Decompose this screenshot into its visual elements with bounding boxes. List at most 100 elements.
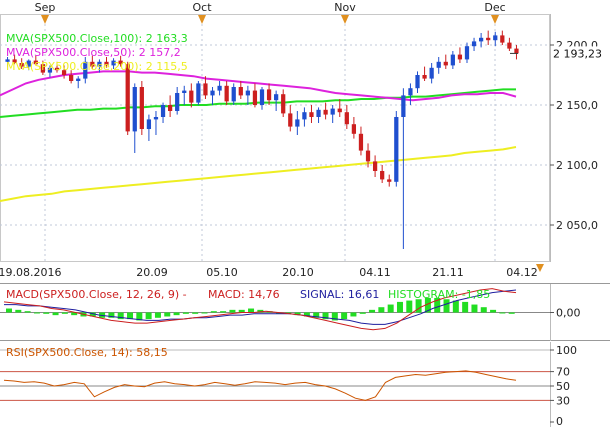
histogram-bar xyxy=(303,312,310,317)
histogram-bar xyxy=(359,312,366,314)
macd-legend-entry: MACD(SPX500.Close, 12, 26, 9) - xyxy=(6,288,187,301)
candle-down xyxy=(125,64,130,132)
histogram-bar xyxy=(220,311,227,313)
ma-legend-entry: MVA(SPX500.Close,200): 2 115,5 xyxy=(6,60,188,73)
candle-down xyxy=(104,61,109,66)
candle-down xyxy=(266,89,272,101)
histogram-bar xyxy=(6,308,12,313)
price-legend: MVA(SPX500.Close,100): 2 163,3 MVA(SPX500… xyxy=(6,32,188,73)
price-tick-label: 2 150,0 xyxy=(556,99,598,112)
histogram-bar xyxy=(508,312,515,314)
date-tick-label: 19.08.2016 xyxy=(0,266,61,279)
candle-up xyxy=(302,112,307,120)
histogram-bar xyxy=(294,312,301,316)
date-tick-label: 04.12 xyxy=(506,266,538,279)
histogram-bar xyxy=(322,312,329,320)
candle-down xyxy=(238,87,243,96)
histogram-bar xyxy=(369,309,376,313)
price-y-axis: 2 200,02 150,02 100,02 050,02 193,23 xyxy=(510,39,609,232)
histogram-bar xyxy=(396,301,403,313)
histogram-bar xyxy=(313,312,320,318)
last-price-box xyxy=(551,46,609,61)
histogram-bar xyxy=(443,299,450,313)
candle-up xyxy=(153,117,159,120)
date-tick-label: 04.11 xyxy=(359,266,391,279)
ma-legend-entry: MVA(SPX500.Close,100): 2 163,3 xyxy=(6,32,188,45)
candle-up xyxy=(146,119,152,129)
candle-up xyxy=(471,41,477,47)
histogram-bar xyxy=(117,312,124,320)
candle-up xyxy=(493,35,498,41)
histogram-bar xyxy=(33,312,40,314)
candle-down xyxy=(358,133,364,151)
candle-down xyxy=(224,85,229,102)
rsi-legend-entry: RSI(SPX500.Close, 14): 58,15 xyxy=(6,346,168,359)
histogram-bar xyxy=(350,312,357,317)
candle-down xyxy=(380,171,385,180)
candle-down xyxy=(337,108,342,113)
candle-down xyxy=(351,124,357,134)
rsi-tick-label: 0 xyxy=(556,415,563,427)
candle-down xyxy=(118,60,123,65)
candle-up xyxy=(436,61,441,68)
candle-up xyxy=(274,94,279,101)
candle-up xyxy=(111,60,116,66)
month-label: Sep xyxy=(35,1,56,14)
macd-legend-entry: SIGNAL: 16,61 xyxy=(300,288,379,301)
histogram-bar xyxy=(415,299,422,313)
candle-up xyxy=(26,60,31,67)
candle-up xyxy=(259,89,265,105)
candle-down xyxy=(19,63,24,67)
candle-down xyxy=(40,64,45,73)
date-x-axis: 19.08.2016 20.09 05.10 20.10 04.11 21.11 04.12 xyxy=(0,264,544,279)
rsi-tick-label: 50 xyxy=(556,380,570,393)
candle-down xyxy=(514,48,519,54)
candle-up xyxy=(231,87,236,102)
candle-up xyxy=(132,87,137,132)
histogram-bar xyxy=(145,312,152,320)
rsi-line xyxy=(3,370,517,401)
histogram-bar xyxy=(52,312,59,316)
histogram-bar xyxy=(154,312,161,318)
candle-up xyxy=(196,83,201,103)
histogram-bar xyxy=(452,300,459,313)
candle-down xyxy=(387,179,392,182)
month-labels: Sep Oct Nov Dec xyxy=(35,1,506,24)
histogram-bar xyxy=(108,312,115,318)
histogram-bar xyxy=(434,297,441,313)
histogram-bar xyxy=(341,312,348,320)
candle-up xyxy=(210,90,215,96)
histogram-bar xyxy=(378,307,385,313)
date-tick-label: 21.11 xyxy=(432,266,464,279)
date-tick-label: 20.09 xyxy=(136,266,168,279)
histogram-bar xyxy=(238,309,245,313)
candle-up xyxy=(160,105,166,117)
histogram-bar xyxy=(136,312,143,321)
rsi-tick-label: 70 xyxy=(556,366,570,379)
candle-up xyxy=(316,109,321,117)
candle-up xyxy=(175,93,180,111)
candle-up xyxy=(429,67,434,79)
candlesticks xyxy=(5,30,519,249)
macd-line xyxy=(3,288,517,331)
candle-down xyxy=(372,161,378,171)
candle-down xyxy=(323,109,328,115)
histogram-bar xyxy=(499,312,506,314)
month-marker xyxy=(491,15,499,24)
candle-up xyxy=(47,67,53,73)
histogram-bar xyxy=(424,297,431,313)
price-tick-label: 2 050,0 xyxy=(556,219,598,232)
histogram-bar xyxy=(127,312,134,320)
histogram-bar xyxy=(164,312,171,317)
price-tick-label: 2 100,0 xyxy=(556,159,598,172)
candle-down xyxy=(139,87,144,129)
candle-up xyxy=(330,108,335,115)
last-price-label: 2 193,23 xyxy=(553,47,602,60)
histogram-bar xyxy=(229,309,236,313)
candle-down xyxy=(309,112,314,117)
date-tick-label: 20.10 xyxy=(282,266,314,279)
candle-up xyxy=(464,46,470,60)
candle-down xyxy=(69,75,74,81)
month-marker xyxy=(41,15,49,24)
